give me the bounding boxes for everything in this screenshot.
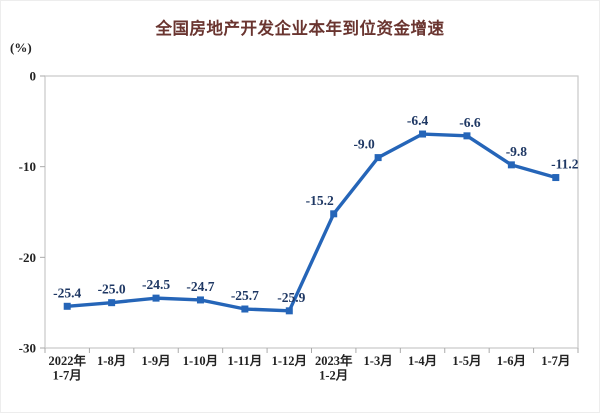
data-point-label: -24.5 — [142, 277, 170, 292]
data-point-label: -6.4 — [407, 113, 429, 128]
data-point-label: -9.0 — [353, 137, 375, 152]
y-axis-tick-label: -20 — [19, 250, 36, 265]
data-point-label: -25.0 — [98, 282, 126, 297]
y-axis-tick-label: 0 — [30, 69, 37, 84]
data-line — [65, 132, 558, 313]
data-point-label: -11.2 — [551, 157, 579, 172]
data-point-marker — [374, 154, 382, 162]
x-axis-label: 1-7月 — [541, 354, 570, 368]
data-point-label: -15.2 — [306, 193, 334, 208]
x-axis-label: 1-7月 — [53, 369, 82, 383]
data-point-marker — [108, 299, 116, 307]
plot-border — [44, 75, 579, 349]
x-axis-label: 1-11月 — [228, 354, 263, 368]
x-axis-label: 1-2月 — [319, 369, 348, 383]
data-point-marker — [330, 210, 338, 218]
chart-title: 全国房地产开发企业本年到位资金增速 — [155, 20, 445, 38]
data-point-label: -6.6 — [459, 115, 481, 130]
data-point-marker — [63, 302, 71, 310]
data-point-marker — [196, 296, 204, 304]
data-point-marker — [552, 174, 560, 182]
x-axis-label: 2023年 — [315, 353, 353, 368]
y-axis-unit-label: (%) — [10, 40, 32, 55]
x-axis-label: 1-12月 — [272, 354, 307, 368]
y-axis-tick-label: -30 — [19, 341, 36, 356]
data-point-marker — [152, 294, 160, 302]
data-point-label: -9.8 — [506, 144, 528, 159]
data-point-marker — [419, 130, 427, 138]
x-axis-label: 1-3月 — [364, 354, 393, 368]
data-point-marker — [463, 132, 471, 140]
x-axis-label: 2022年 — [48, 353, 86, 368]
data-point-marker — [507, 161, 515, 169]
data-point-label: -24.7 — [186, 279, 214, 294]
x-axis-label: 1-4月 — [408, 354, 437, 368]
x-axis-label: 1-10月 — [183, 354, 218, 368]
y-axis-tick-label: -10 — [19, 159, 36, 174]
x-axis-label: 1-6月 — [497, 354, 526, 368]
data-point-label: -25.7 — [231, 288, 259, 303]
x-axis-label: 1-5月 — [452, 354, 481, 368]
data-point-marker — [285, 307, 293, 315]
x-axis-label: 1-8月 — [97, 354, 126, 368]
data-point-marker — [241, 305, 249, 313]
data-point-label: -25.4 — [53, 285, 81, 300]
x-axis-label: 1-9月 — [141, 354, 170, 368]
data-point-label: -25.9 — [277, 290, 305, 305]
